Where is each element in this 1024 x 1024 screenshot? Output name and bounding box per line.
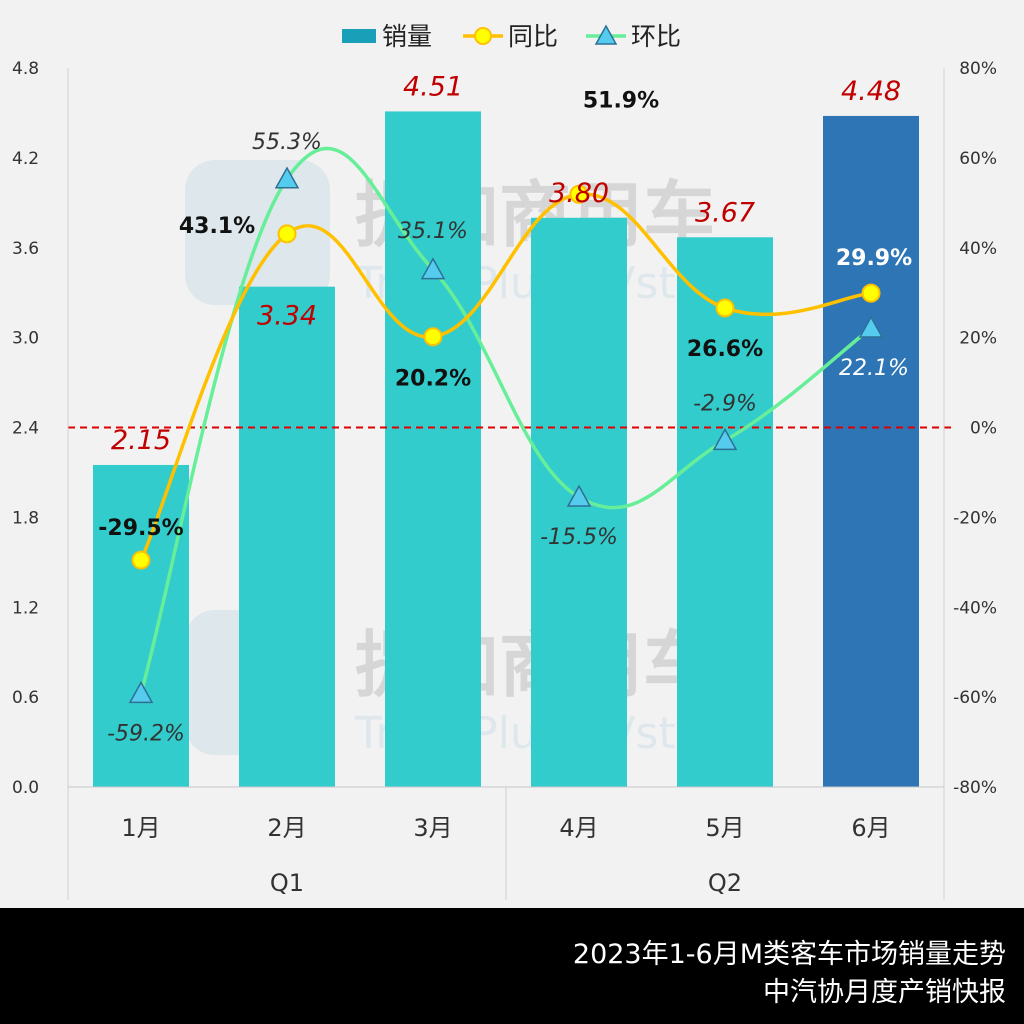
yoy-value-label: 43.1%	[179, 214, 255, 239]
group-label: Q2	[708, 869, 742, 897]
y-right-tick-label: 20%	[959, 329, 997, 349]
bar-value-label: 4.51	[403, 71, 463, 102]
mom-value-label: -2.9%	[693, 392, 757, 417]
legend-item-sales: 销量	[342, 22, 432, 51]
y-left-tick-label: 3.0	[12, 329, 39, 349]
x-tick-label: 4月	[559, 814, 598, 842]
y-left-tick-label: 0.0	[12, 778, 39, 798]
bar-value-label: 4.48	[841, 76, 901, 107]
x-tick-label: 2月	[267, 814, 306, 842]
mom-point	[858, 315, 884, 338]
legend-marker	[474, 27, 492, 45]
bar-value-label: 2.15	[111, 425, 171, 456]
yoy-value-label: 51.9%	[583, 88, 659, 113]
y-right-tick-label: 40%	[959, 239, 997, 259]
mom-point	[274, 166, 300, 189]
mom-value-label: 55.3%	[252, 130, 322, 155]
y-right-tick-label: -80%	[953, 778, 997, 798]
footer: 2023年1-6月M类客车市场销量走势 中汽协月度产销快报	[0, 908, 1024, 1024]
y-left-tick-label: 2.4	[12, 419, 39, 439]
legend-item-yoy: 同比	[463, 22, 558, 51]
y-right-tick-label: 0%	[970, 419, 997, 439]
footer-source: 中汽协月度产销快报	[763, 977, 1006, 1008]
bar-value-label: 3.34	[257, 301, 317, 332]
sales-chart: 提加商用车TruckPlus CVstudio提加商用车TruckPlus CV…	[12, 22, 997, 900]
y-left-tick-label: 4.8	[12, 59, 39, 79]
lines-group	[128, 146, 884, 704]
y-left-tick-label: 4.2	[12, 149, 39, 169]
yoy-point	[277, 224, 297, 244]
legend-label: 环比	[631, 22, 681, 51]
legend-marker	[594, 24, 618, 45]
footer-title: 2023年1-6月M类客车市场销量走势	[572, 939, 1006, 970]
yoy-point	[861, 283, 881, 303]
mom-point	[566, 484, 592, 507]
bars-group	[68, 111, 956, 788]
y-left-tick-label: 3.6	[12, 239, 39, 259]
y-left-tick-label: 1.2	[12, 598, 39, 618]
axes-group: 0.0 0.6 1.2 1.8 2.4 3.0 3.6 4.2 4.8 -80% -60% -40% -…	[12, 59, 997, 900]
yoy-point	[131, 550, 151, 570]
yoy-value-label: 26.6%	[687, 337, 763, 362]
x-tick-label: 6月	[851, 814, 890, 842]
yoy-value-label: 20.2%	[395, 367, 471, 392]
x-tick-label: 1月	[121, 814, 160, 842]
mom-point	[128, 680, 154, 704]
bar-3月	[385, 111, 481, 788]
y-right-tick-label: 60%	[959, 149, 997, 169]
y-right-tick-label: -40%	[953, 598, 997, 618]
yoy-value-label: 29.9%	[836, 246, 912, 271]
legend-label: 销量	[382, 22, 432, 51]
bar-2月	[239, 286, 335, 787]
bar-value-label: 3.67	[695, 197, 755, 228]
x-tick-label: 5月	[705, 814, 744, 842]
y-left-tick-label: 0.6	[12, 688, 39, 708]
legend: 销量 同比 环比	[342, 22, 681, 51]
mom-point	[712, 427, 738, 451]
group-label: Q1	[270, 869, 304, 897]
mom-point	[420, 257, 446, 280]
yoy-value-label: -29.5%	[98, 516, 183, 541]
bar-6月	[823, 115, 919, 787]
yoy-point	[423, 327, 443, 347]
mom-value-label: -59.2%	[107, 722, 185, 747]
x-tick-label: 3月	[413, 814, 452, 842]
bar-value-label: 3.80	[549, 178, 609, 209]
y-right-tick-label: -60%	[953, 688, 997, 708]
legend-label: 同比	[508, 22, 558, 51]
mom-value-label: 22.1%	[839, 356, 909, 381]
y-right-tick-label: -20%	[953, 508, 997, 528]
bar-5月	[677, 237, 773, 787]
mom-value-label: 35.1%	[398, 219, 468, 244]
legend-item-mom: 环比	[586, 22, 681, 51]
mom-value-label: -15.5%	[540, 525, 618, 550]
y-right-tick-label: 80%	[959, 59, 997, 79]
bar-1月	[93, 464, 189, 787]
y-left-tick-label: 1.8	[12, 508, 39, 528]
yoy-point	[569, 184, 589, 204]
legend-bar-swatch	[342, 29, 376, 43]
data-labels-group: 2.15 3.34 4.51 3.80 3.67 4.48 -29.5% 43.1% 20.2%…	[98, 71, 912, 746]
watermark-logo-icon	[185, 160, 330, 305]
yoy-point	[715, 298, 735, 318]
